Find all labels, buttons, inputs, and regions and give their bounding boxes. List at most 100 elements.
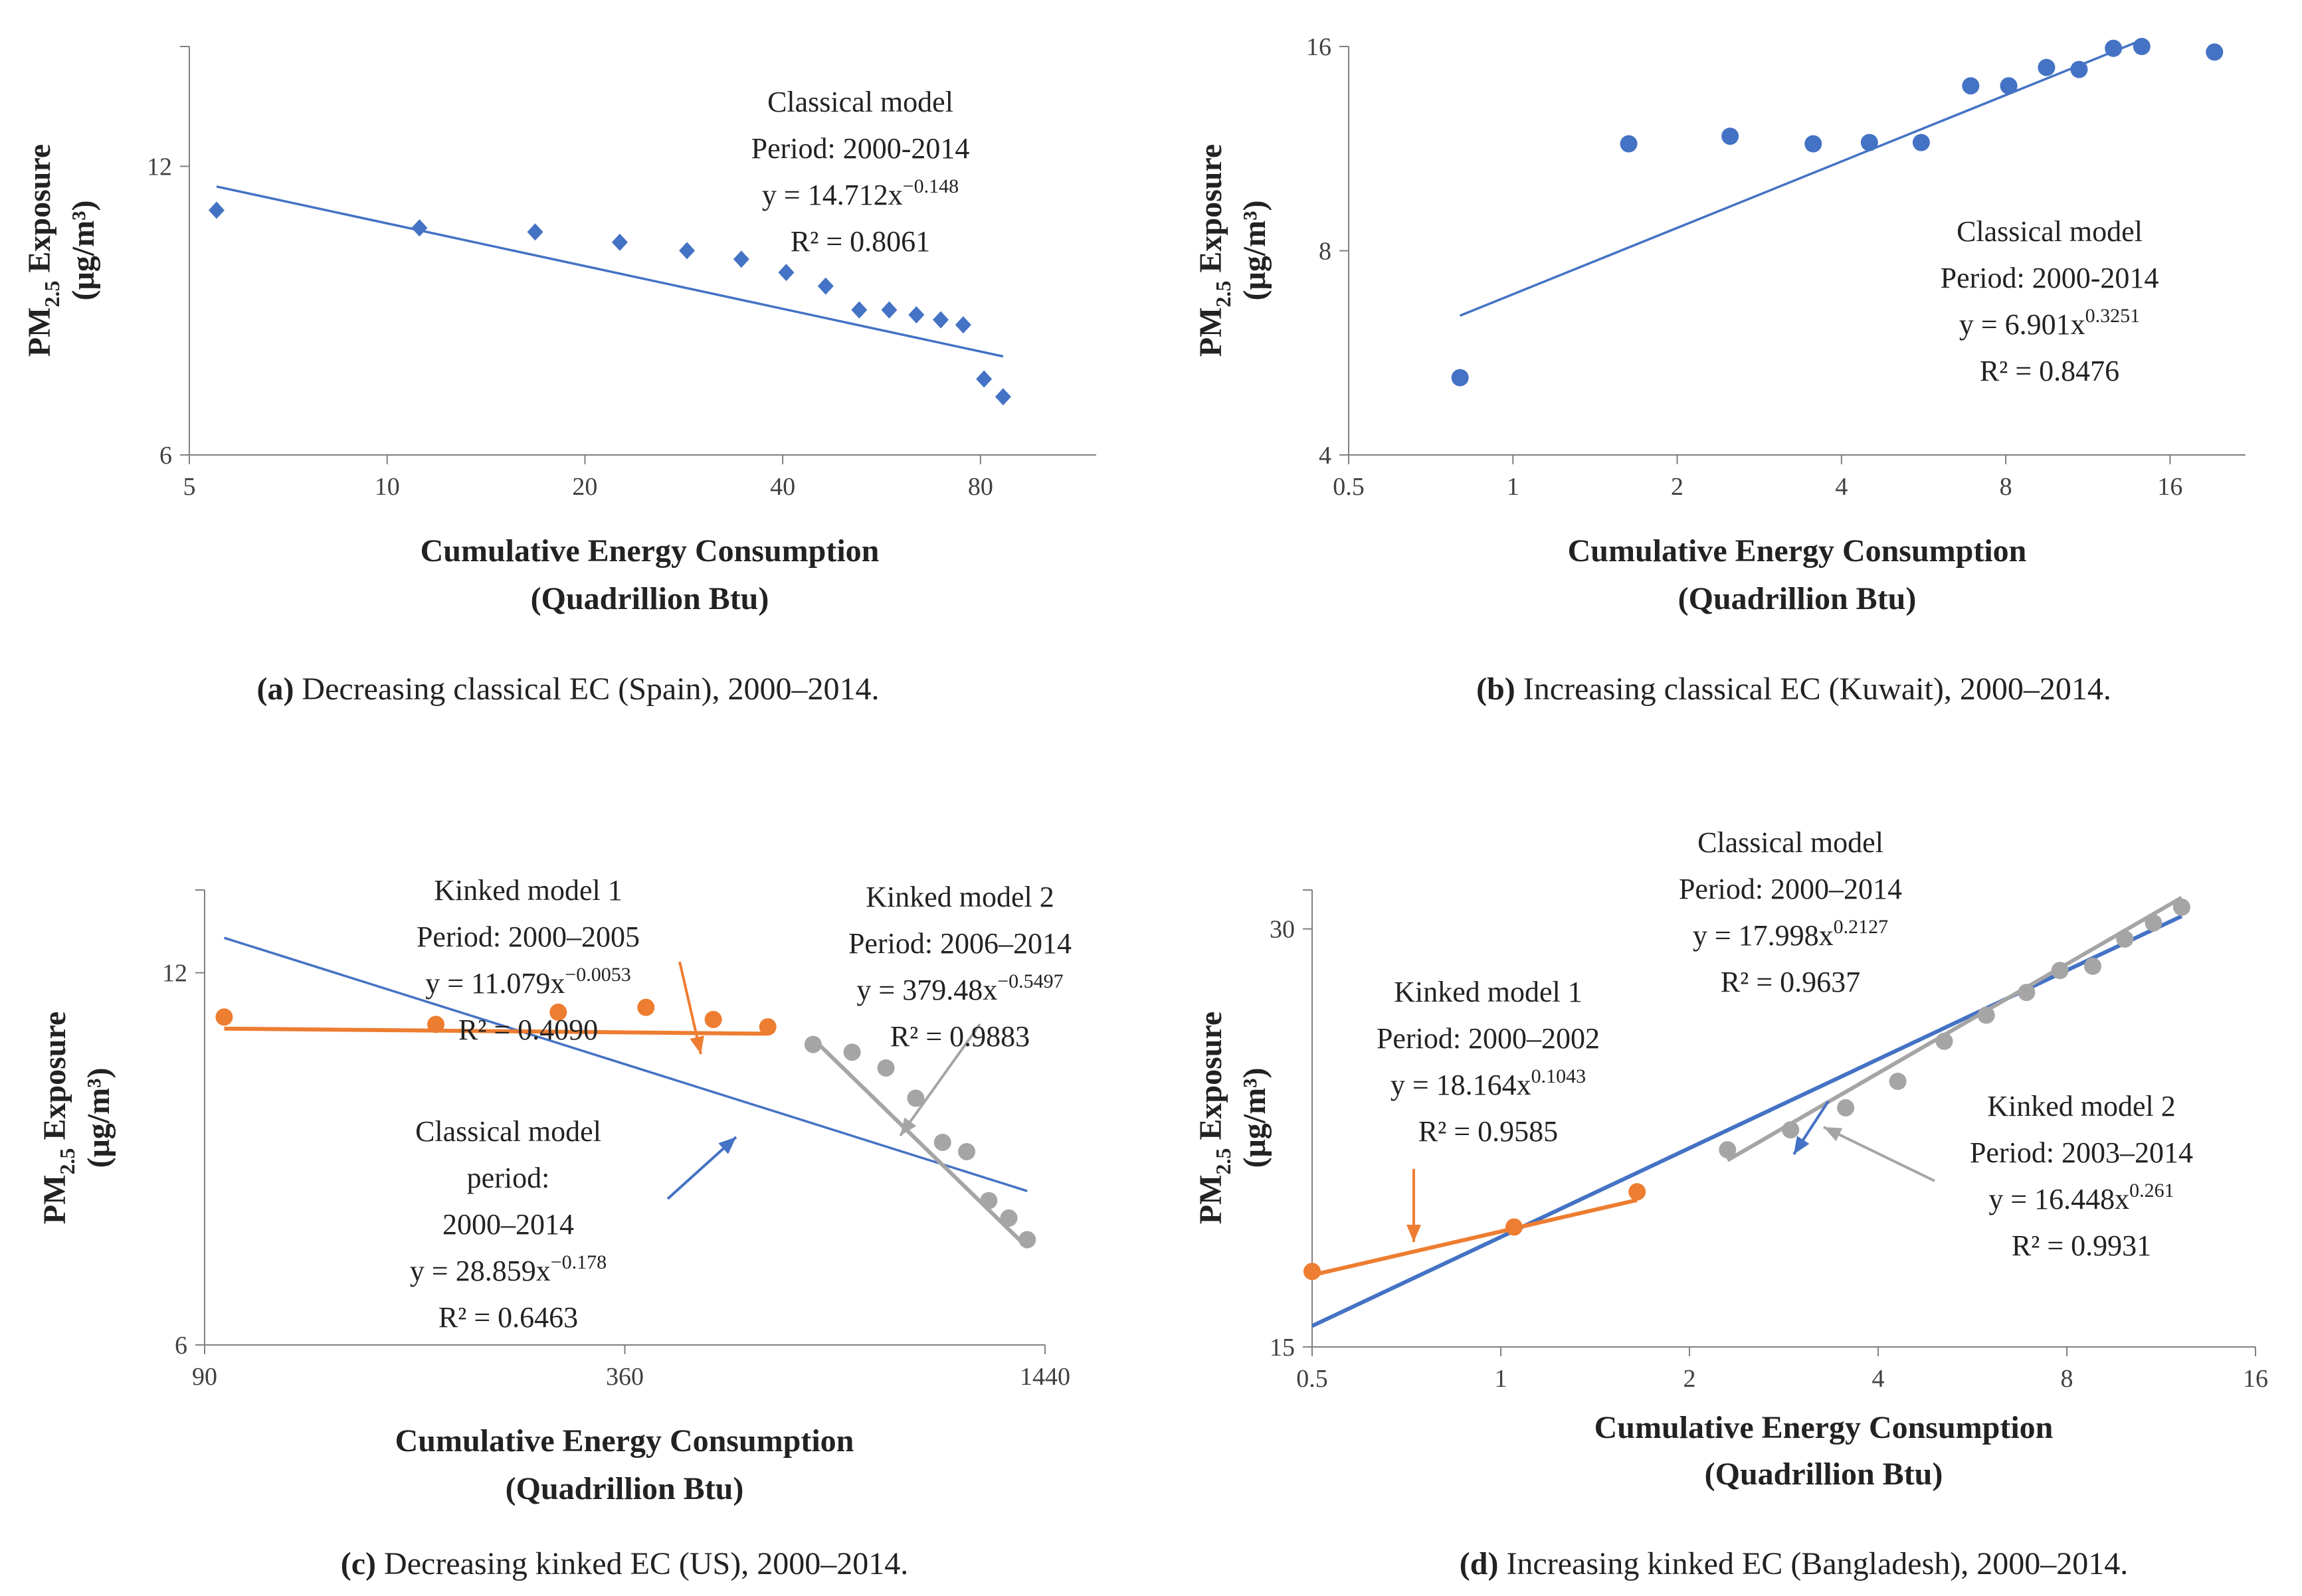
y-tick-label: 30 <box>1270 916 1295 944</box>
data-point <box>1782 1121 1800 1139</box>
y-axis-title: PM2.5 Exposure <box>1193 144 1235 357</box>
annotation-line: Kinked model 1 <box>1394 976 1583 1008</box>
data-point <box>958 1142 976 1160</box>
x-tick-label: 16 <box>2243 1365 2268 1393</box>
caption-text: Increasing kinked EC (Bangladesh), 2000–… <box>1498 1546 2128 1581</box>
panel-caption: (a) Decreasing classical EC (Spain), 200… <box>256 671 879 707</box>
data-point <box>759 1018 777 1036</box>
y-tick-label: 8 <box>1319 238 1331 266</box>
arrow-head <box>1794 1136 1810 1154</box>
y-axis-title-sub: 2.5 <box>1211 1148 1235 1175</box>
y-tick-label: 16 <box>1306 33 1331 61</box>
arrow-head <box>1824 1127 1843 1142</box>
caption-label: (b) <box>1476 671 1515 707</box>
y-axis-title-rest: Exposure <box>22 144 57 281</box>
data-point <box>1018 1231 1036 1249</box>
equation-base: y = 18.164x <box>1391 1069 1531 1101</box>
x-tick-label: 2 <box>1671 473 1683 501</box>
annotation-line: Kinked model 2 <box>866 881 1054 913</box>
data-point <box>817 277 834 295</box>
annotation-line: Classical model <box>1957 215 2143 248</box>
x-axis-title: Cumulative Energy Consumption <box>1568 533 2027 569</box>
data-point <box>527 223 543 241</box>
x-tick-label: 4 <box>1835 473 1848 501</box>
fit-line-classical-model <box>1311 914 2183 1328</box>
data-point <box>1804 135 1822 153</box>
data-point <box>2172 898 2190 916</box>
data-point <box>1303 1263 1321 1281</box>
y-tick-label: 6 <box>175 1332 187 1360</box>
annotation-line: 2000–2014 <box>442 1208 574 1241</box>
data-point <box>2084 957 2102 975</box>
x-tick-label: 20 <box>572 473 597 501</box>
annotation-line: y = 17.998x0.2127 <box>1693 916 1888 952</box>
fit-line-classical-model <box>223 936 1028 1192</box>
data-point <box>976 370 993 388</box>
fit-line-kinked-model-1 <box>224 1026 768 1036</box>
y-axis-unit: (μg/m³) <box>66 201 101 301</box>
annotation-line: Period: 2000-2014 <box>1941 262 2159 294</box>
arrow-line <box>899 1023 981 1137</box>
x-tick-label: 8 <box>2061 1365 2073 1393</box>
annotation-line: R² = 0.9931 <box>2012 1229 2151 1262</box>
x-axis-subtitle: (Quadrillion Btu) <box>1705 1457 1943 1492</box>
data-point <box>2070 60 2088 78</box>
data-point <box>1620 135 1638 153</box>
data-point <box>2000 77 2018 95</box>
arrow-head <box>900 1117 917 1136</box>
data-point <box>955 316 971 334</box>
equation-exponent: −0.5497 <box>997 970 1063 992</box>
equation-exponent: −0.0053 <box>565 964 630 986</box>
x-tick-label: 8 <box>2000 473 2012 501</box>
data-point <box>1719 1141 1737 1159</box>
x-tick-label: 0.5 <box>1333 473 1365 501</box>
data-point <box>1628 1183 1646 1201</box>
x-tick-label: 1 <box>1495 1365 1507 1393</box>
panel-c: 90 360 1440 6 12 Cumulative Energy Consumptio… <box>37 874 1072 1581</box>
panel-caption: (d) Increasing kinked EC (Bangladesh), 2… <box>1460 1546 2128 1581</box>
data-point <box>1912 133 1930 151</box>
equation-exponent: −0.148 <box>903 175 959 197</box>
equation-base: y = 17.998x <box>1693 919 1834 952</box>
data-point <box>215 1008 233 1026</box>
data-point <box>733 250 749 268</box>
data-point <box>843 1043 861 1061</box>
x-tick-label: 16 <box>2157 473 2182 501</box>
annotation-line: Classical model <box>415 1115 601 1148</box>
data-point <box>933 1133 951 1151</box>
equation-exponent: 0.2127 <box>1834 916 1889 938</box>
annotation-line: y = 28.859x−0.178 <box>410 1251 607 1287</box>
equation-exponent: −0.178 <box>551 1251 607 1273</box>
arrow-head <box>1406 1225 1421 1242</box>
data-point <box>1000 1209 1018 1227</box>
annotation-line: y = 16.448x0.261 <box>1988 1180 2174 1215</box>
y-axis-title-rest: Exposure <box>37 1012 72 1148</box>
x-axis-title: Cumulative Energy Consumption <box>1594 1410 2054 1445</box>
data-point <box>1451 369 1469 387</box>
y-axis-title-group: PM2.5 Exposure (μg/m³) <box>1193 144 1272 357</box>
annotation-line: Period: 2000–2005 <box>417 921 640 953</box>
y-axis-title: PM2.5 Exposure <box>22 144 64 357</box>
annotation-line: y = 14.712x−0.148 <box>762 175 959 211</box>
y-axis-title: PM2.5 Exposure <box>1193 1012 1235 1224</box>
data-point <box>1889 1073 1907 1091</box>
data-point <box>2018 984 2036 1002</box>
annotation-line: R² = 0.8061 <box>791 225 930 258</box>
caption-text: Decreasing classical EC (Spain), 2000–20… <box>294 671 879 707</box>
equation-base: y = 14.712x <box>762 179 903 211</box>
fit-line-classical-model <box>216 185 1004 358</box>
x-axis-title: Cumulative Energy Consumption <box>395 1423 854 1459</box>
y-axis-title-group: PM2.5 Exposure (μg/m³) <box>22 144 101 357</box>
equation-exponent: 0.3251 <box>2085 305 2141 327</box>
data-point <box>1837 1099 1855 1116</box>
annotation-line: Period: 2006–2014 <box>848 927 1072 960</box>
data-point <box>704 1010 722 1028</box>
data-point <box>1935 1032 1953 1050</box>
data-point <box>804 1035 822 1053</box>
y-tick-label: 12 <box>162 960 187 988</box>
data-point <box>611 233 628 251</box>
y-axis-title-pm: PM <box>22 308 57 357</box>
y-axis-title-sub: 2.5 <box>55 1148 79 1175</box>
y-axis-title-group: PM2.5 Exposure (μg/m³) <box>1193 1012 1272 1224</box>
